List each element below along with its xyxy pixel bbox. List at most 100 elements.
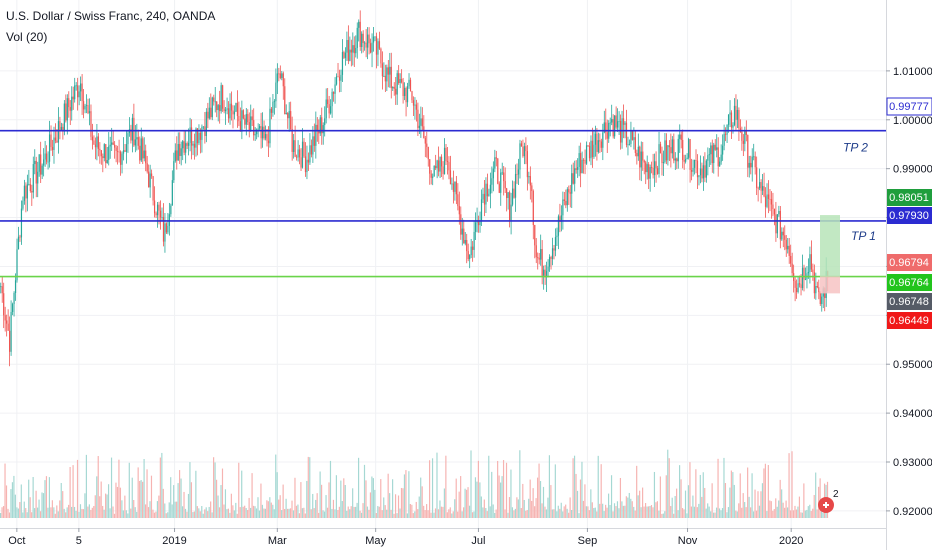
volume-bar xyxy=(710,511,712,518)
candle-body xyxy=(541,249,543,276)
candle-body xyxy=(491,178,493,185)
volume-bar xyxy=(57,511,59,518)
candle-body xyxy=(168,214,170,226)
candle-body xyxy=(779,210,781,240)
volume-bar xyxy=(186,511,188,518)
volume-bar xyxy=(600,464,602,518)
candle-body xyxy=(398,73,400,83)
candle-body xyxy=(383,75,385,77)
volume-bar xyxy=(99,496,101,518)
candle-body xyxy=(436,160,438,169)
candle-body xyxy=(201,126,203,140)
price-tag-label: 0.96449 xyxy=(889,315,929,327)
candle-body xyxy=(216,101,218,111)
y-tick-label: 0.92000 xyxy=(893,506,932,518)
candle-body xyxy=(310,145,312,155)
candle-body xyxy=(330,106,332,114)
candle-body xyxy=(420,118,422,126)
volume-bar xyxy=(130,508,132,518)
volume-bar xyxy=(204,509,206,518)
volume-bar xyxy=(535,498,537,518)
volume-bar xyxy=(13,475,15,518)
candle-body xyxy=(297,149,299,158)
volume-bar xyxy=(673,513,675,518)
volume-bar xyxy=(146,469,148,518)
volume-bar xyxy=(733,484,735,518)
candle-body xyxy=(244,118,246,125)
candle-body xyxy=(599,140,601,142)
candle-body xyxy=(517,169,520,175)
candle-body xyxy=(597,140,599,152)
volume-bar xyxy=(8,512,11,518)
candle-body xyxy=(364,42,366,44)
volume-bar xyxy=(679,465,681,518)
candle-body xyxy=(355,47,357,54)
candle-body xyxy=(210,107,212,118)
candle-body xyxy=(705,160,707,178)
volume-indicator-label[interactable]: Vol (20) xyxy=(6,30,48,44)
candle-body xyxy=(543,269,545,276)
candle-body xyxy=(668,145,670,148)
price-tag-label: 0.97930 xyxy=(889,210,929,222)
candle-body xyxy=(446,161,449,163)
volume-bar xyxy=(434,508,437,518)
candle-body xyxy=(56,140,58,143)
candle-body xyxy=(81,83,83,102)
candle-body xyxy=(395,88,397,95)
candle-body xyxy=(278,73,280,75)
candle-body xyxy=(155,213,157,216)
volume-bar xyxy=(504,509,506,518)
volume-bar xyxy=(658,510,660,518)
volume-bar xyxy=(359,510,361,518)
volume-bar xyxy=(254,506,256,518)
volume-bar xyxy=(402,488,404,518)
volume-bar xyxy=(85,454,87,518)
volume-bar xyxy=(627,497,629,518)
volume-bar xyxy=(190,482,193,518)
long-position-tool[interactable] xyxy=(820,215,840,294)
volume-bar xyxy=(619,477,622,518)
events-badge[interactable]: 2 xyxy=(818,489,839,513)
horizontal-levels[interactable]: TP 2 TP 1 xyxy=(0,129,886,278)
candle-body xyxy=(146,163,148,172)
candle-body xyxy=(100,150,102,157)
candle-body xyxy=(245,114,247,125)
volume-bar xyxy=(427,510,429,518)
candle-body xyxy=(35,160,37,184)
candle-body xyxy=(304,156,307,173)
volume-bar xyxy=(809,504,811,518)
volume-bar xyxy=(637,495,639,518)
candle-body xyxy=(797,283,799,293)
candle-body xyxy=(122,150,125,154)
candle-body xyxy=(619,120,622,143)
volume-bar xyxy=(426,504,428,518)
volume-bar xyxy=(236,513,238,518)
candle-body xyxy=(551,248,554,259)
volume-bar xyxy=(346,510,348,518)
volume-bar xyxy=(284,508,286,518)
candle-body xyxy=(198,132,200,144)
volume-bar xyxy=(513,510,515,518)
time-axis[interactable]: Oct 5 2019 Mar May Jul Sep Nov 2020 xyxy=(0,528,886,547)
candle-body xyxy=(344,52,347,58)
candle-body xyxy=(372,36,375,43)
candle-body xyxy=(269,108,271,144)
candle-body xyxy=(239,121,241,132)
volume-bar xyxy=(383,497,385,518)
volume-bar xyxy=(147,507,150,518)
volume-bar xyxy=(511,507,514,518)
candle-body xyxy=(457,194,459,207)
volume-bar xyxy=(272,504,274,518)
candle-body xyxy=(748,162,750,168)
grid-lines xyxy=(0,0,886,528)
candle-body xyxy=(514,173,517,198)
candle-body xyxy=(469,255,471,260)
volume-bar xyxy=(56,505,58,518)
volume-bar xyxy=(581,461,583,518)
volume-bar xyxy=(767,465,769,518)
volume-bar xyxy=(158,495,160,518)
candle-body xyxy=(615,115,617,128)
volume-bar xyxy=(131,477,133,518)
candle-body xyxy=(426,143,428,147)
